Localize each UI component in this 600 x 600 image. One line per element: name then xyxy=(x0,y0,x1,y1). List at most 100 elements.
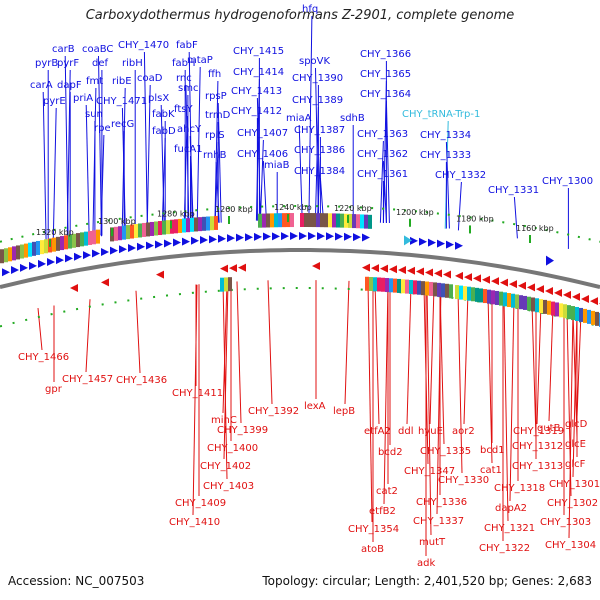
gene-label-top: CHY_1406 xyxy=(237,149,288,160)
gene-label-top: CHY_1362 xyxy=(357,149,408,160)
minus-strand-arrow xyxy=(563,290,571,299)
feature-block xyxy=(459,285,463,300)
feature-block xyxy=(220,277,224,292)
plus-strand-arrow xyxy=(227,234,235,243)
feature-block xyxy=(158,221,162,236)
feature-block xyxy=(348,213,352,228)
feature-block xyxy=(491,290,495,305)
leader-line xyxy=(314,106,319,221)
leader-line xyxy=(513,196,518,239)
feature-block xyxy=(198,217,202,232)
feature-block xyxy=(397,278,401,293)
gene-label-bottom: CHY_1354 xyxy=(348,524,399,535)
gene-label-bottom: CHY_1303 xyxy=(540,517,591,528)
gene-label-bottom: ddl xyxy=(398,426,413,437)
gene-label-top: CHY_1414 xyxy=(233,67,284,78)
gene-label-top: rplS xyxy=(205,130,225,141)
feature-block xyxy=(324,213,328,228)
leader-line xyxy=(463,291,469,425)
scale-ticks: 1320 kbp 1300 kbp 1280 kbp 1260 kbp 1240 kbp… xyxy=(36,203,554,247)
feature-block xyxy=(0,249,4,264)
feature-block xyxy=(547,300,551,315)
gene-label-top: fabK xyxy=(152,109,175,120)
feature-block xyxy=(409,279,413,294)
feature-block xyxy=(555,302,559,317)
feature-block xyxy=(377,277,381,292)
gene-label-top: coaD xyxy=(137,73,163,84)
gene-label-bottom: glcF xyxy=(565,459,586,470)
feature-block xyxy=(336,213,340,228)
plus-strand-arrow xyxy=(446,240,454,249)
feature-block xyxy=(194,217,198,232)
gene-label-bottom: bcd2 xyxy=(378,447,403,458)
plus-strand-arrow xyxy=(299,232,307,241)
feature-block xyxy=(122,225,126,240)
gene-label-bottom: CHY_1330 xyxy=(438,475,489,486)
leader-line xyxy=(262,160,267,221)
plus-strand-arrow xyxy=(164,239,172,248)
feature-block xyxy=(258,213,262,228)
label-leader-lines xyxy=(37,15,582,556)
minus-strand-arrow xyxy=(380,264,388,273)
feature-block xyxy=(20,244,24,259)
scale-label: 1260 kbp xyxy=(215,205,253,214)
leader-line xyxy=(214,80,219,223)
feature-block xyxy=(332,213,336,228)
gene-label-top: sdhB xyxy=(340,113,365,124)
feature-block xyxy=(320,213,324,228)
feature-block xyxy=(425,281,429,296)
feature-block xyxy=(174,219,178,234)
feature-block xyxy=(385,278,389,293)
feature-block xyxy=(92,230,96,245)
plus-strand-arrow xyxy=(47,257,55,266)
trna-feature xyxy=(404,235,412,246)
feature-block xyxy=(437,282,441,297)
gene-label-bottom: CHY_1403 xyxy=(203,481,254,492)
plus-strand-arrow xyxy=(11,266,19,275)
leader-line xyxy=(308,15,313,221)
gene-label-top: CHY_1366 xyxy=(360,49,411,60)
gene-label-top: fabD xyxy=(152,126,176,137)
feature-block xyxy=(146,222,150,237)
leader-line xyxy=(85,299,91,373)
plus-strand-arrow xyxy=(344,232,352,241)
feature-block xyxy=(202,216,206,231)
minus-strand-arrow xyxy=(389,265,397,274)
gene-label-top: mtaP xyxy=(187,55,213,66)
feature-block xyxy=(527,296,531,311)
gene-label-top: CHY_1300 xyxy=(542,176,593,187)
feature-block xyxy=(328,213,332,228)
gene-label-top: ftsY xyxy=(174,104,193,115)
plus-strand-arrow xyxy=(335,232,343,241)
gene-label-bottom: CHY_1411 xyxy=(172,388,223,399)
leader-line xyxy=(267,280,273,405)
plus-strand-arrow xyxy=(20,263,28,272)
leader-line xyxy=(457,290,463,474)
plus-strand-arrow xyxy=(437,239,445,248)
feature-block xyxy=(455,285,459,300)
scale-label: 1180 kbp xyxy=(456,214,494,223)
feature-block xyxy=(88,230,92,245)
gene-label-bottom: mutT xyxy=(419,537,446,548)
gene-label-top: CHY_1361 xyxy=(357,169,408,180)
minus-strand-arrow xyxy=(434,269,442,278)
leader-line xyxy=(536,303,542,425)
feature-block xyxy=(369,276,373,291)
minus-strand-arrow xyxy=(491,277,499,286)
gene-label-top: spoVK xyxy=(299,56,331,67)
gene-label-top: rnc xyxy=(176,73,192,84)
feature-block xyxy=(182,218,186,233)
gene-label-top: carA xyxy=(30,80,53,91)
gene-label-bottom: CHY_1392 xyxy=(248,406,299,417)
feature-block xyxy=(413,280,417,295)
gene-label-bottom: gpr xyxy=(45,384,63,395)
leader-line xyxy=(568,310,574,539)
gene-label-bottom: cat1 xyxy=(480,465,502,476)
feature-block xyxy=(126,225,130,240)
feature-block xyxy=(449,284,453,299)
gene-label-top: CHY_tRNA-Trp-1 xyxy=(402,109,480,120)
plus-strand-arrow xyxy=(56,256,64,265)
gene-label-top: CHY_1334 xyxy=(420,130,471,141)
leader-line xyxy=(215,161,220,223)
